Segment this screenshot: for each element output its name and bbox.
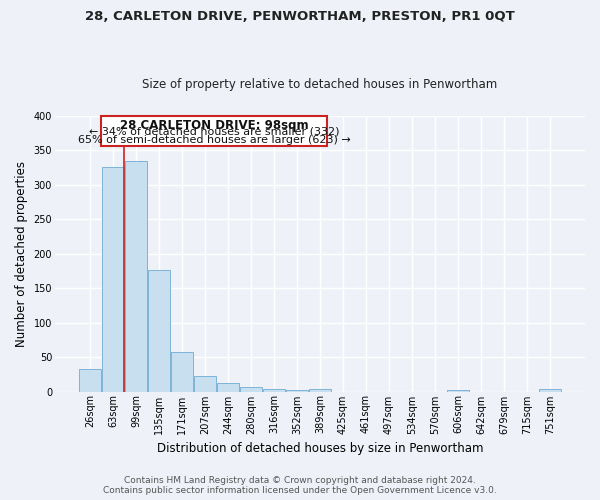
Text: 28 CARLETON DRIVE: 98sqm: 28 CARLETON DRIVE: 98sqm	[120, 118, 308, 132]
Text: 65% of semi-detached houses are larger (623) →: 65% of semi-detached houses are larger (…	[78, 135, 350, 145]
Bar	[148, 270, 170, 392]
Bar	[263, 389, 285, 392]
X-axis label: Distribution of detached houses by size in Penwortham: Distribution of detached houses by size …	[157, 442, 483, 455]
Bar	[447, 390, 469, 392]
Text: Contains HM Land Registry data © Crown copyright and database right 2024.
Contai: Contains HM Land Registry data © Crown c…	[103, 476, 497, 495]
Bar	[102, 168, 124, 392]
FancyBboxPatch shape	[101, 116, 327, 146]
Bar	[125, 160, 147, 392]
Title: Size of property relative to detached houses in Penwortham: Size of property relative to detached ho…	[142, 78, 497, 91]
Bar	[79, 369, 101, 392]
Text: 28, CARLETON DRIVE, PENWORTHAM, PRESTON, PR1 0QT: 28, CARLETON DRIVE, PENWORTHAM, PRESTON,…	[85, 10, 515, 23]
Bar	[309, 389, 331, 392]
Bar	[286, 390, 308, 392]
Y-axis label: Number of detached properties: Number of detached properties	[15, 160, 28, 346]
Bar	[217, 382, 239, 392]
Bar	[240, 388, 262, 392]
Bar	[539, 390, 561, 392]
Bar	[194, 376, 216, 392]
Text: ← 34% of detached houses are smaller (332): ← 34% of detached houses are smaller (33…	[89, 127, 340, 137]
Bar	[171, 352, 193, 392]
